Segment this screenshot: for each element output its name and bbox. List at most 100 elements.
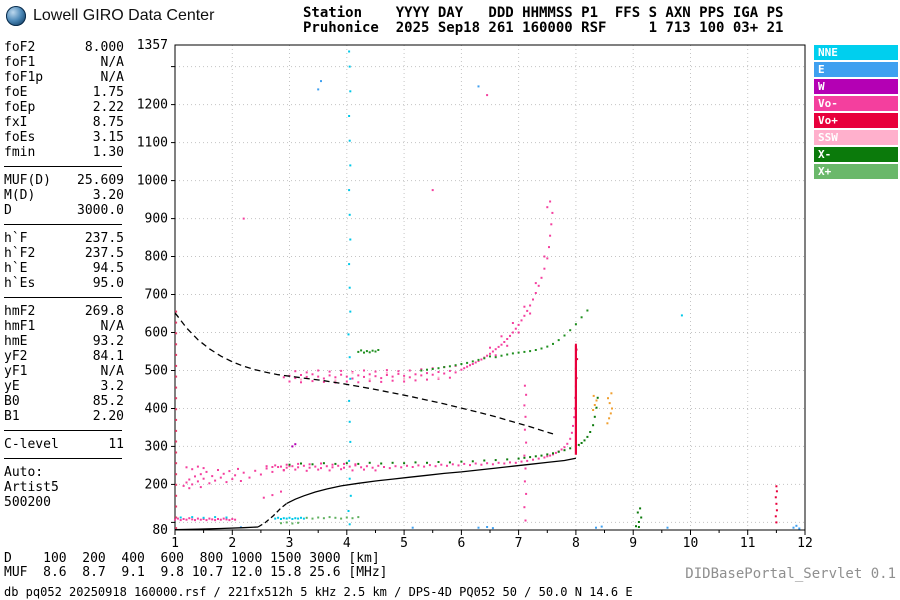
- param-value: 94.5: [92, 261, 124, 276]
- param-row: B1 2.20: [4, 409, 124, 424]
- param-row: Artist5: [4, 480, 124, 495]
- param-label: hmE: [4, 334, 28, 349]
- param-label: foF1: [4, 55, 36, 70]
- series-es-layer-cyan: [179, 314, 683, 520]
- param-value: N/A: [100, 319, 124, 334]
- param-label: foE: [4, 85, 28, 100]
- param-value: 84.1: [92, 349, 124, 364]
- separator: [4, 430, 122, 431]
- param-label: foEs: [4, 130, 36, 145]
- series-noise-purple: [291, 443, 297, 448]
- param-value: 3.2: [100, 379, 124, 394]
- series-noise-pink-column: [523, 384, 528, 522]
- brand-title: Lowell GIRO Data Center: [33, 7, 215, 24]
- param-value: 2.20: [92, 409, 124, 424]
- series-profile-valley: [257, 502, 288, 528]
- brand: Lowell GIRO Data Center: [6, 6, 214, 26]
- param-label: yF2: [4, 349, 28, 364]
- param-value: 25.609: [77, 173, 124, 188]
- param-value: 1.30: [92, 145, 124, 160]
- separator: [4, 166, 122, 167]
- param-row: yF2 84.1: [4, 349, 124, 364]
- legend-item-Vo+: Vo+: [814, 113, 898, 128]
- param-row: fxI 8.75: [4, 115, 124, 130]
- param-label: yE: [4, 379, 20, 394]
- separator: [4, 297, 122, 298]
- param-row: Auto:: [4, 465, 124, 480]
- param-label: Artist5: [4, 480, 59, 495]
- series-es-layer-pink: [174, 517, 237, 522]
- legend-item-E: E: [814, 62, 898, 77]
- separator: [4, 458, 122, 459]
- parameter-panel: foF2 8.000 foF1 N/A foF1p N/A foE 1.75 foEp 2.22 f…: [4, 40, 124, 510]
- station-header: Station YYYY DAY DDD HHMMSS P1 FFS S AXN…: [303, 6, 783, 36]
- svg-text:700: 700: [145, 288, 168, 303]
- param-row: hmF2 269.8: [4, 304, 124, 319]
- param-row: D 3000.0: [4, 203, 124, 218]
- svg-text:12: 12: [797, 536, 813, 551]
- series-noise-pink-misc: [242, 94, 552, 220]
- ionogram-plot: 1 2 3 4 5 6 7 8 9 10 11 121357120011001000900800700…: [137, 38, 813, 551]
- svg-text:9: 9: [629, 536, 637, 551]
- series-es-layer-green: [280, 516, 360, 525]
- svg-text:600: 600: [145, 326, 168, 341]
- param-row: foEs 3.15: [4, 130, 124, 145]
- svg-text:900: 900: [145, 212, 168, 227]
- param-row: foEp 2.22: [4, 100, 124, 115]
- svg-text:800: 800: [145, 250, 168, 265]
- series-profile-e-layer: [174, 526, 259, 531]
- svg-text:1357: 1357: [137, 38, 168, 53]
- muf-d-table: D 100 200 400 600 800 1000 1500 3000 [km…: [4, 551, 388, 580]
- param-row: foF1p N/A: [4, 70, 124, 85]
- param-value: 1.75: [92, 85, 124, 100]
- param-value: 2.22: [92, 100, 124, 115]
- param-value: 11: [108, 437, 124, 452]
- param-value: N/A: [100, 364, 124, 379]
- series-x-trace-first-hop: [288, 396, 599, 466]
- param-row: h`E 94.5: [4, 261, 124, 276]
- svg-text:6: 6: [457, 536, 465, 551]
- param-label: h`E: [4, 261, 28, 276]
- param-value: 3.20: [92, 188, 124, 203]
- series-noise-red-cluster: [774, 485, 778, 524]
- svg-text:1100: 1100: [137, 136, 168, 151]
- param-value: 95.0: [92, 276, 124, 291]
- param-label: h`F2: [4, 246, 36, 261]
- param-value: 237.5: [84, 246, 124, 261]
- station-header-fields: Station YYYY DAY DDD HHMMSS P1 FFS S AXN…: [303, 5, 784, 21]
- param-value: 8.000: [84, 40, 124, 55]
- svg-text:10: 10: [683, 536, 699, 551]
- svg-text:2: 2: [228, 536, 236, 551]
- svg-text:3: 3: [286, 536, 294, 551]
- series-o-trace-first-hop: [265, 385, 577, 472]
- svg-text:400: 400: [145, 402, 168, 417]
- param-label: hmF1: [4, 319, 36, 334]
- echo-direction-legend: NNE E W Vo- Vo+ SSW X- X+: [814, 45, 898, 181]
- servlet-version: DIDBasePortal_Servlet 0.1: [685, 566, 896, 582]
- series-noise-blue: [239, 80, 801, 530]
- param-row: foF1 N/A: [4, 55, 124, 70]
- param-value: 8.75: [92, 115, 124, 130]
- param-row: h`Es 95.0: [4, 276, 124, 291]
- param-value: 85.2: [92, 394, 124, 409]
- series-e-region-spread: [182, 465, 291, 499]
- svg-text:4: 4: [343, 536, 351, 551]
- svg-text:500: 500: [145, 364, 168, 379]
- series-noise-green-cluster: [635, 507, 643, 528]
- param-label: fxI: [4, 115, 28, 130]
- series-left-edge-noise: [175, 310, 178, 530]
- svg-text:1000: 1000: [137, 174, 168, 189]
- param-label: B1: [4, 409, 20, 424]
- separator: [4, 224, 122, 225]
- legend-item-X-: X-: [814, 147, 898, 162]
- svg-text:80: 80: [152, 523, 168, 538]
- param-label: yF1: [4, 364, 28, 379]
- param-label: MUF(D): [4, 173, 51, 188]
- param-row: fmin 1.30: [4, 145, 124, 160]
- param-row: hmF1 N/A: [4, 319, 124, 334]
- param-label: C-level: [4, 437, 59, 452]
- param-row: B0 85.2: [4, 394, 124, 409]
- param-label: M(D): [4, 188, 36, 203]
- param-value: 269.8: [84, 304, 124, 319]
- param-label: hmF2: [4, 304, 36, 319]
